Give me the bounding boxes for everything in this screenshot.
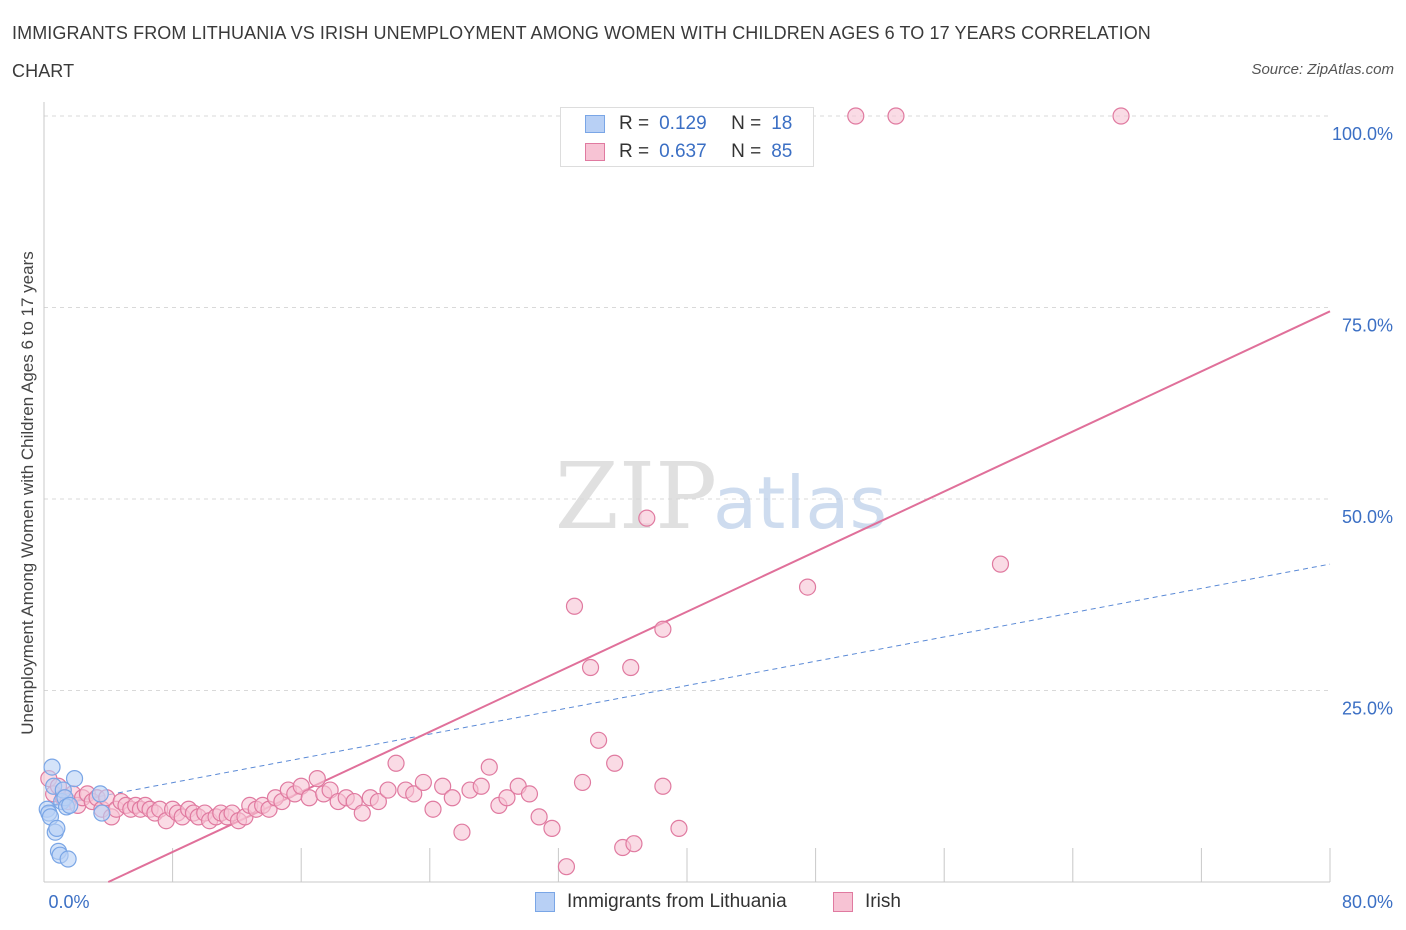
gridlines [44,115,1330,691]
point-irish [887,107,905,125]
point-irish [530,808,548,826]
bottom-legend-label: Immigrants from Lithuania [567,891,787,912]
point-irish [573,773,592,792]
point-irish [387,754,405,772]
point-irish [670,819,688,837]
watermark-zip: ZIP [555,443,717,550]
watermark-atlas: atlas [713,461,887,545]
x-tick-label: 0.0% [48,892,89,912]
tick-labels: 25.0% 50.0% 75.0% 100.0% 0.0% 80.0% [48,124,1393,912]
y-tick-label: 50.0% [1342,507,1393,527]
point-irish [405,785,423,803]
data-points [38,107,1130,876]
point-irish [379,781,397,799]
bottom-legend-lithuania: Immigrants from Lithuania [535,889,787,915]
legend-r-label: R = [619,141,650,162]
legend-row-lithuania: R = 0.129 N = 18 [585,110,792,138]
point-irish [543,819,561,837]
legend-n-value: 85 [771,141,793,162]
point-lithuania [59,850,77,868]
bottom-swatch-lithuania [535,892,555,912]
point-irish [606,754,624,772]
bottom-swatch-irish [833,892,853,912]
point-irish [847,107,865,125]
point-irish [557,858,576,876]
point-irish [369,792,387,811]
point-irish [300,789,318,807]
trend-line-lithuania-dashed [100,563,1331,797]
point-irish [308,769,326,788]
legend-n-label: N = [731,141,762,162]
point-lithuania [91,785,109,803]
legend-swatch-irish [585,143,605,161]
point-lithuania [43,758,61,776]
y-tick-label: 75.0% [1342,316,1393,336]
point-irish [472,777,490,795]
point-irish [991,555,1010,573]
source-label: Source: ZipAtlas.com [1251,61,1394,78]
point-irish [565,597,584,615]
point-irish [1112,107,1130,125]
trend-lines [43,310,1331,883]
legend-n-label: N = [731,113,762,134]
point-irish [520,785,539,803]
legend-r-value: 0.129 [659,113,707,134]
point-lithuania [93,804,111,822]
point-irish [622,658,640,677]
point-irish [424,800,442,818]
point-irish [414,773,432,792]
point-irish [654,777,672,795]
point-irish [798,578,817,596]
point-irish [353,804,371,822]
point-lithuania [65,769,84,788]
point-irish [498,789,516,807]
axes [43,102,1331,883]
point-irish [434,777,452,795]
legend-r-label: R = [619,113,650,134]
point-irish [589,731,608,749]
chart-title: IMMIGRANTS FROM LITHUANIA VS IRISH UNEMP… [12,23,1151,81]
bottom-legend-label: Irish [865,891,901,912]
point-irish [654,620,672,638]
legend-swatch-lithuania [585,115,605,133]
trend-line-irish [107,310,1331,883]
point-irish [625,835,643,853]
y-tick-label: 25.0% [1342,699,1393,719]
point-irish [453,823,471,841]
legend-n-value: 18 [771,113,793,134]
point-irish [638,509,656,527]
x-tick-label: 80.0% [1342,892,1393,912]
legend-row-irish: R = 0.637 N = 85 [585,138,792,166]
point-lithuania [48,819,66,837]
correlation-legend: R = 0.129 N = 18 R = 0.637 N = 85 [560,107,814,167]
point-lithuania [61,796,79,815]
legend-r-value: 0.637 [659,141,707,162]
point-irish [480,758,498,776]
point-irish [581,658,600,677]
bottom-legend-irish: Irish [833,889,901,915]
y-tick-label: 100.0% [1332,124,1393,144]
point-irish [443,789,461,807]
